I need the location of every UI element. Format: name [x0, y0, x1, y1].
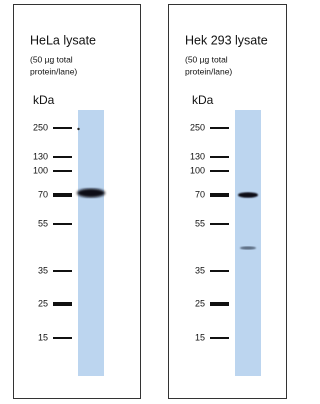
marker-dash: [53, 170, 72, 172]
marker-dash: [210, 337, 229, 339]
marker-label: 70: [38, 189, 48, 199]
lane: [78, 110, 104, 376]
panel-note: (50 µg total: [30, 54, 73, 64]
marker-dash: [53, 127, 72, 129]
marker-dash: [210, 302, 229, 306]
marker-dash: [210, 223, 229, 225]
marker-label: 15: [38, 332, 48, 342]
marker-label: 55: [195, 218, 205, 228]
marker-dash: [53, 270, 72, 272]
marker-label: 70: [195, 189, 205, 199]
lane: [235, 110, 261, 376]
panel-title: HeLa lysate: [30, 33, 96, 47]
marker-dash: [53, 223, 72, 225]
marker-dash: [210, 193, 229, 197]
band: [238, 192, 258, 198]
marker-label: 250: [33, 122, 48, 132]
band: [77, 189, 105, 198]
marker-label: 15: [195, 332, 205, 342]
marker-dash: [210, 170, 229, 172]
marker-label: 35: [195, 265, 205, 275]
marker-label: 130: [190, 151, 205, 161]
dot: [77, 128, 79, 130]
marker-dash: [53, 337, 72, 339]
marker-dash: [53, 193, 72, 197]
band: [240, 246, 256, 249]
marker-dash: [210, 270, 229, 272]
panel-note: protein/lane): [30, 66, 77, 76]
marker-dash: [210, 127, 229, 129]
marker-label: 250: [190, 122, 205, 132]
marker-label: 25: [38, 298, 48, 308]
marker-dash: [210, 156, 229, 158]
marker-dash: [53, 302, 72, 306]
panel-note: (50 µg total: [185, 54, 228, 64]
unit-label: kDa: [33, 93, 55, 107]
panel: HeLa lysate (50 µg total protein/lane) kDa 2…: [14, 5, 141, 399]
marker-label: 35: [38, 265, 48, 275]
panel-title: Hek 293 lysate: [185, 33, 268, 47]
panel: Hek 293 lysate (50 µg total protein/lane) k…: [169, 5, 287, 399]
marker-label: 55: [38, 218, 48, 228]
panel-note: protein/lane): [185, 66, 232, 76]
marker-label: 130: [33, 151, 48, 161]
marker-label: 25: [195, 298, 205, 308]
unit-label: kDa: [192, 93, 214, 107]
figure: HeLa lysate (50 µg total protein/lane) kDa 2…: [0, 0, 291, 399]
marker-label: 100: [33, 165, 48, 175]
marker-dash: [53, 156, 72, 158]
marker-label: 100: [190, 165, 205, 175]
